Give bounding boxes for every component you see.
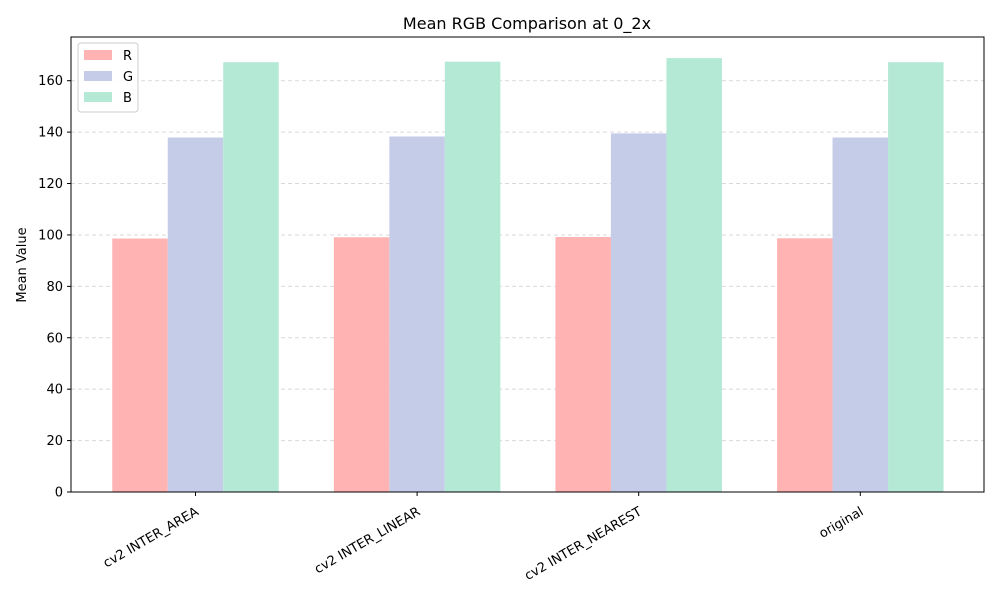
y-tick-label: 60 <box>46 331 63 346</box>
bar-G-1 <box>389 136 445 493</box>
bar-G-3 <box>832 137 889 493</box>
plot-frame <box>70 36 985 493</box>
chart-title: Mean RGB Comparison at 0_2x <box>403 14 651 34</box>
bar-B-0 <box>223 62 279 493</box>
bar-R-3 <box>777 238 833 492</box>
y-ticks: 0 20 40 60 80 100 120 140 160 <box>38 74 71 501</box>
bar-R-2 <box>555 236 611 492</box>
y-tick-label: 40 <box>46 383 63 398</box>
legend-swatch-B <box>84 92 112 102</box>
y-tick-label: 0 <box>55 486 63 501</box>
gridlines <box>71 80 984 442</box>
y-tick-label: 80 <box>46 280 63 295</box>
bar-B-2 <box>666 58 722 492</box>
bar-G-2 <box>610 133 667 492</box>
y-axis-label: Mean Value <box>15 227 30 302</box>
legend-label-R: R <box>123 49 132 64</box>
legend-label-B: B <box>123 91 132 106</box>
bar-B-1 <box>444 61 501 492</box>
legend: RGB <box>77 42 139 113</box>
y-tick-label: 20 <box>46 434 63 449</box>
legend-label-G: G <box>123 70 133 85</box>
bar-B-3 <box>888 62 944 493</box>
legend-swatch-G <box>84 71 112 81</box>
bar-R-0 <box>112 238 168 492</box>
y-tick-label: 160 <box>38 74 63 89</box>
y-tick-label: 100 <box>38 228 63 243</box>
bar-R-1 <box>333 237 390 492</box>
y-tick-label: 140 <box>38 126 63 141</box>
y-tick-label: 120 <box>38 177 63 192</box>
legend-swatch-R <box>84 50 112 60</box>
bar-G-0 <box>167 137 224 493</box>
bars <box>112 58 944 493</box>
